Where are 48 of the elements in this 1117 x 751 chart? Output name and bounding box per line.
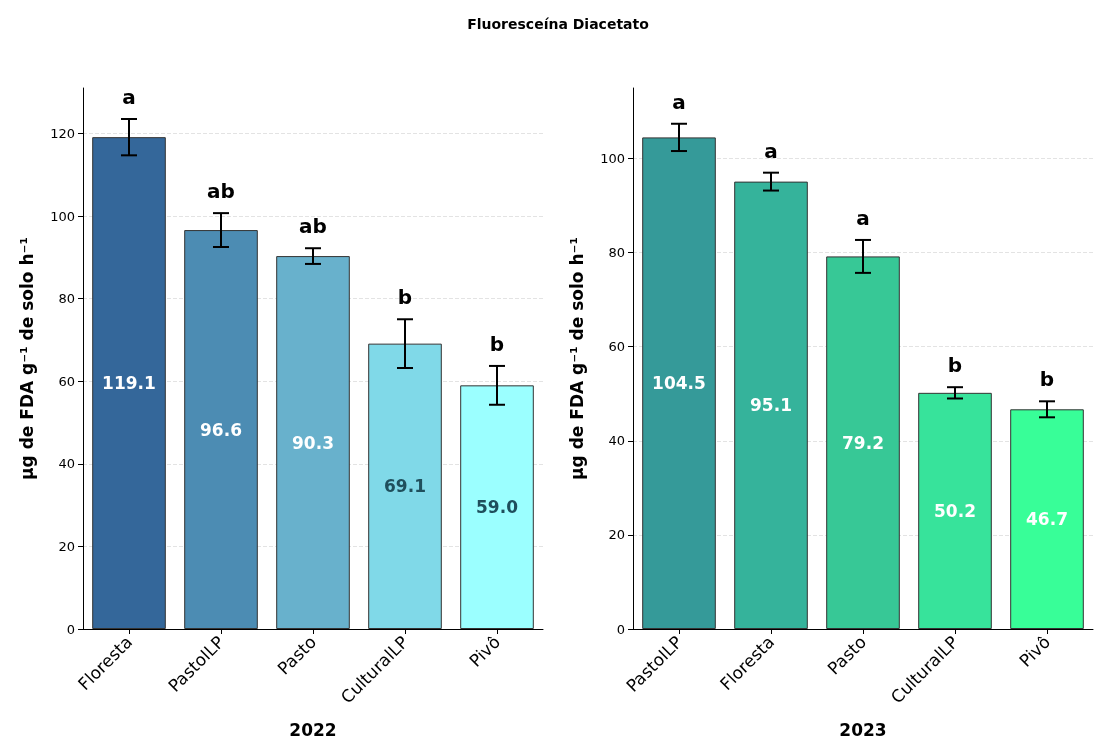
annotation: b xyxy=(1039,367,1055,392)
y-tick-label: 20 xyxy=(58,538,75,554)
bar xyxy=(826,256,900,629)
data-label: 79.2 xyxy=(842,432,884,453)
y-tick-label: 100 xyxy=(600,151,625,167)
bar xyxy=(642,137,716,629)
bar xyxy=(460,385,534,629)
y-tick-label: 100 xyxy=(50,208,75,224)
bar xyxy=(368,343,442,629)
y-tick-label: 80 xyxy=(608,245,625,261)
data-label: 119.1 xyxy=(102,373,156,394)
y-tick-label: 120 xyxy=(50,125,75,141)
annotation: a xyxy=(122,84,136,109)
bar xyxy=(734,181,808,629)
bar xyxy=(184,230,258,629)
annotation: a xyxy=(672,89,686,114)
annotation: a xyxy=(856,205,870,230)
y-tick-label: 40 xyxy=(58,456,75,472)
annotation: b xyxy=(947,353,963,378)
annotation: a xyxy=(764,138,778,163)
bar xyxy=(92,137,166,629)
data-label: 46.7 xyxy=(1026,509,1068,530)
data-label: 59.0 xyxy=(476,497,519,518)
annotation: ab xyxy=(207,179,235,204)
y-tick-label: 0 xyxy=(616,621,625,637)
annotation: ab xyxy=(299,214,327,239)
y-axis-title: µg de FDA g⁻¹ de solo h⁻¹ xyxy=(16,237,37,480)
data-label: 95.1 xyxy=(750,395,792,416)
y-tick-label: 0 xyxy=(66,621,75,637)
y-tick-label: 80 xyxy=(58,291,75,307)
y-tick-label: 60 xyxy=(58,373,75,389)
chart-title: Fluoresceína Diacetato xyxy=(466,16,650,32)
bar xyxy=(918,392,992,629)
y-axis-title: µg de FDA g⁻¹ de solo h⁻¹ xyxy=(566,237,587,480)
data-label: 69.1 xyxy=(384,476,426,497)
y-tick-label: 20 xyxy=(608,527,625,543)
y-tick-label: 60 xyxy=(608,339,625,355)
x-axis-title: 2023 xyxy=(839,719,887,740)
annotation: b xyxy=(489,331,505,356)
data-label: 104.5 xyxy=(652,373,706,394)
data-label: 90.3 xyxy=(292,432,334,453)
annotation: b xyxy=(397,285,413,310)
data-label: 50.2 xyxy=(934,500,976,521)
bar xyxy=(276,256,350,629)
x-axis-title: 2022 xyxy=(289,719,337,740)
bar xyxy=(1010,409,1084,629)
y-tick-label: 40 xyxy=(608,433,625,449)
data-label: 96.6 xyxy=(200,419,242,440)
